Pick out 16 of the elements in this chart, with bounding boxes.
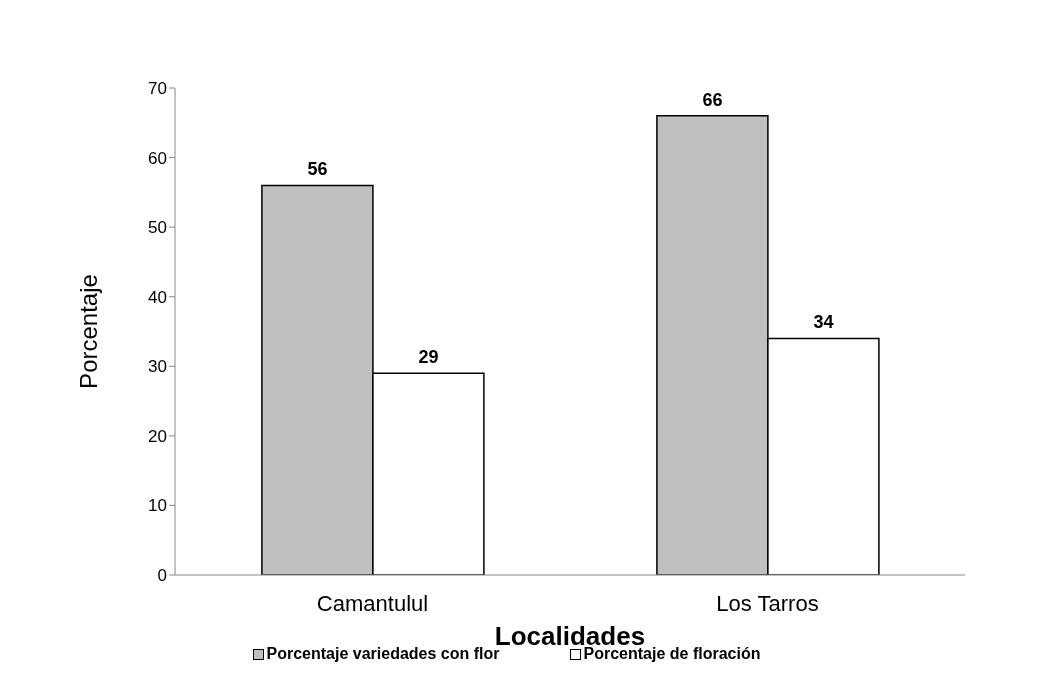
data-label: 34 [813,312,834,333]
legend-label: Porcentaje variedades con flor [265,645,500,663]
y-tick-label: 20 [148,426,167,446]
x-tick-label: Camantulul [316,590,429,616]
x-tick-label: Los Tarros [716,590,819,616]
y-tick-label: 10 [148,496,167,516]
y-tick-label: 60 [148,148,167,168]
y-tick-label: 0 [157,566,167,586]
data-label: 56 [307,159,328,180]
data-label: 66 [702,89,723,110]
y-tick-label: 50 [148,218,167,238]
y-tick-label: 30 [148,357,167,377]
y-axis-title: Porcentaje [74,274,102,389]
y-tick-label: 70 [148,79,167,99]
data-label: 29 [418,347,439,368]
y-tick-label: 40 [148,287,167,307]
